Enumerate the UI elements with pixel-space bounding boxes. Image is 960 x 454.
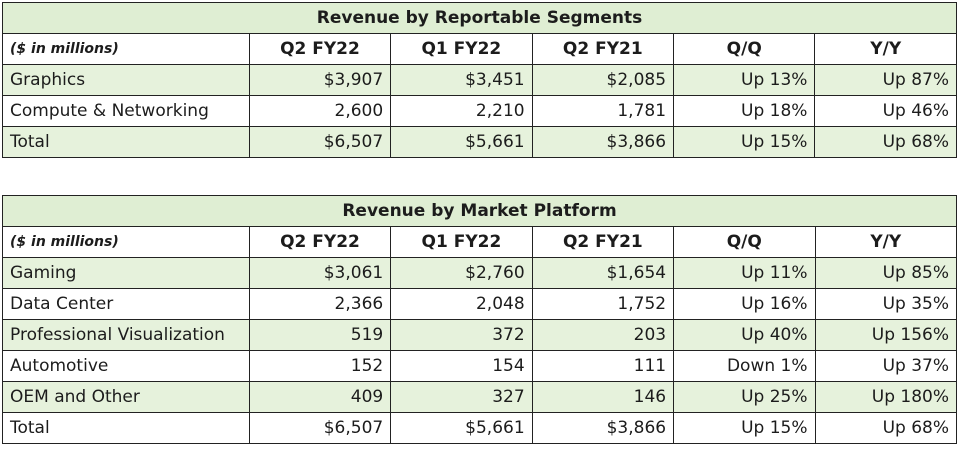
table-cell: Up 46% (814, 95, 957, 127)
table-cell: Up 35% (814, 288, 958, 320)
table-cell: $3,866 (531, 126, 675, 158)
column-header: Q1 FY22 (390, 33, 533, 65)
table-cell: Up 85% (814, 257, 958, 289)
table-cell: $2,760 (390, 257, 533, 289)
row-label: OEM and Other (2, 381, 250, 413)
table-cell: 409 (248, 381, 392, 413)
column-header: Q2 FY21 (531, 33, 675, 65)
table-cell: $5,661 (390, 412, 533, 444)
table-row: Graphics $3,907 $3,451 $2,085 Up 13% Up 87% (2, 64, 957, 96)
row-label: Professional Visualization (2, 319, 250, 351)
table-cell: Up 16% (673, 288, 816, 320)
table-row: Professional Visualization 519 372 203 Up 40… (2, 319, 958, 351)
table-cell: Up 37% (814, 350, 958, 382)
table-title: Revenue by Market Platform (2, 195, 957, 227)
column-header: Q/Q (673, 33, 816, 65)
table-cell: Up 40% (673, 319, 816, 351)
column-header: Q1 FY22 (390, 226, 533, 258)
table-row: Compute & Networking 2,600 2,210 1,781 Up 18… (2, 95, 957, 127)
table-cell: 1,752 (531, 288, 675, 320)
column-header: Y/Y (814, 226, 958, 258)
column-header: Q2 FY22 (248, 33, 392, 65)
table-cell: Up 13% (673, 64, 816, 96)
table-cell: $3,061 (248, 257, 392, 289)
table-cell: 111 (531, 350, 675, 382)
table-cell: Up 25% (673, 381, 816, 413)
table-cell: $6,507 (248, 412, 392, 444)
table-cell: Up 11% (673, 257, 816, 289)
table-cell: $2,085 (531, 64, 675, 96)
table-cell: Up 156% (814, 319, 958, 351)
table-cell: Up 68% (814, 412, 958, 444)
column-header: Q2 FY21 (531, 226, 675, 258)
table-cell: Up 68% (814, 126, 957, 158)
table-cell: 519 (248, 319, 392, 351)
table-cell: Up 15% (673, 126, 816, 158)
table-cell: $6,507 (248, 126, 392, 158)
table-cell: 2,048 (390, 288, 533, 320)
table-title-row: Revenue by Market Platform (2, 195, 957, 227)
table-row: Automotive 152 154 111 Down 1% Up 37% (2, 350, 958, 382)
table-title-row: Revenue by Reportable Segments (2, 2, 957, 34)
table-cell: $5,661 (390, 126, 533, 158)
table-cell: 1,781 (531, 95, 675, 127)
table-cell: 146 (531, 381, 675, 413)
table-cell: $3,866 (531, 412, 675, 444)
units-label: ($ in millions) (2, 33, 250, 65)
table-cell: 154 (390, 350, 533, 382)
column-header: Y/Y (814, 33, 957, 65)
table-cell: Up 180% (814, 381, 958, 413)
table-header-row: ($ in millions) Q2 FY22 Q1 FY22 Q2 FY21 Q/Q Y… (2, 226, 958, 258)
table-row: Total $6,507 $5,661 $3,866 Up 15% Up 68% (2, 412, 958, 444)
segments-table: Revenue by Reportable Segments ($ in mill… (2, 2, 957, 158)
row-label: Total (2, 412, 250, 444)
row-label: Total (2, 126, 250, 158)
table-cell: $3,451 (390, 64, 533, 96)
table-cell: 2,366 (248, 288, 392, 320)
table-row: Data Center 2,366 2,048 1,752 Up 16% Up 35% (2, 288, 958, 320)
table-cell: $1,654 (531, 257, 675, 289)
row-label: Data Center (2, 288, 250, 320)
row-label: Automotive (2, 350, 250, 382)
table-cell: Up 18% (673, 95, 816, 127)
table-title: Revenue by Reportable Segments (2, 2, 957, 34)
table-cell: Down 1% (673, 350, 816, 382)
table-cell: 327 (390, 381, 533, 413)
row-label: Graphics (2, 64, 250, 96)
row-label: Gaming (2, 257, 250, 289)
column-header: Q2 FY22 (248, 226, 392, 258)
table-row: OEM and Other 409 327 146 Up 25% Up 180% (2, 381, 958, 413)
platform-table: Revenue by Market Platform ($ in millions… (2, 195, 958, 444)
table-cell: 2,600 (248, 95, 392, 127)
row-label: Compute & Networking (2, 95, 250, 127)
table-cell: 372 (390, 319, 533, 351)
table-cell: $3,907 (248, 64, 392, 96)
table-cell: 152 (248, 350, 392, 382)
table-row: Gaming $3,061 $2,760 $1,654 Up 11% Up 85% (2, 257, 958, 289)
table-cell: 2,210 (390, 95, 533, 127)
table-header-row: ($ in millions) Q2 FY22 Q1 FY22 Q2 FY21 Q/Q Y… (2, 33, 957, 65)
table-cell: Up 87% (814, 64, 957, 96)
column-header: Q/Q (673, 226, 816, 258)
table-cell: 203 (531, 319, 675, 351)
table-row: Total $6,507 $5,661 $3,866 Up 15% Up 68% (2, 126, 957, 158)
units-label: ($ in millions) (2, 226, 250, 258)
table-cell: Up 15% (673, 412, 816, 444)
